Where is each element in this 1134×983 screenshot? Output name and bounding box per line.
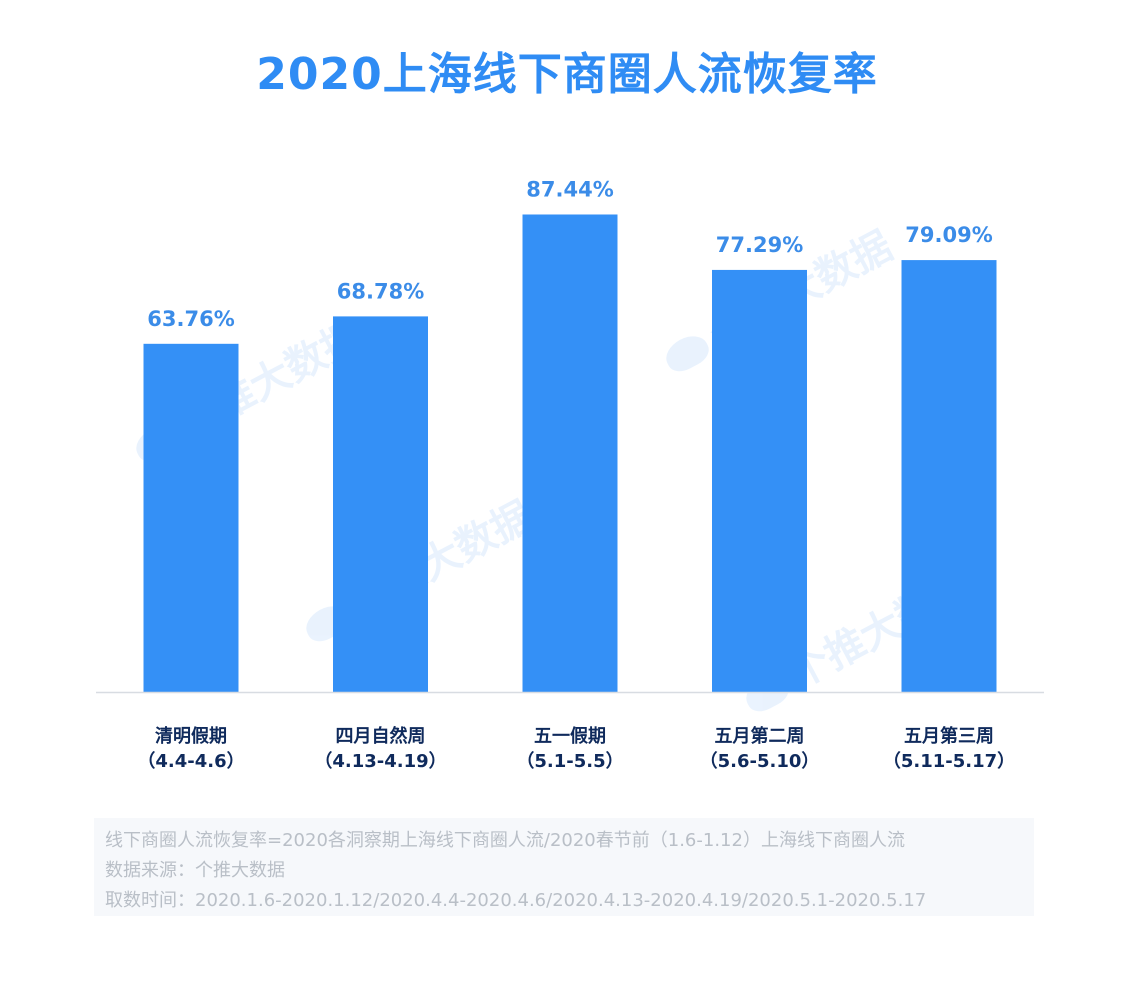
footnote-period: 取数时间：2020.1.6-2020.1.12/2020.4.4-2020.4.… — [105, 890, 927, 911]
bar-value-label: 63.76% — [147, 307, 234, 331]
category-label: 四月自然周 — [336, 725, 426, 747]
category-range-label: （5.1-5.5） — [516, 751, 623, 772]
bar — [712, 269, 807, 692]
footnote-box: 线下商圈人流恢复率=2020各洞察期上海线下商圈人流/2020春节前（1.6-1… — [94, 818, 1034, 916]
bar-value-label: 68.78% — [337, 279, 424, 303]
chart-title: 2020上海线下商圈人流恢复率 — [256, 49, 878, 100]
bar — [143, 343, 239, 692]
bar — [333, 316, 428, 692]
bar-value-label: 77.29% — [716, 233, 803, 257]
bar — [901, 260, 997, 692]
category-label: 五月第二周 — [715, 725, 805, 747]
category-label: 清明假期 — [155, 725, 227, 747]
bar-value-label: 79.09% — [905, 223, 992, 247]
footnote-source: 数据来源：个推大数据 — [105, 860, 285, 881]
category-label: 五一假期 — [534, 725, 606, 747]
category-range-label: （5.6-5.10） — [700, 751, 820, 772]
category-range-label: （5.11-5.17） — [883, 751, 1015, 772]
footnote-definition: 线下商圈人流恢复率=2020各洞察期上海线下商圈人流/2020春节前（1.6-1… — [105, 830, 905, 851]
category-range-label: （4.4-4.6） — [137, 751, 244, 772]
bar-value-label: 87.44% — [526, 177, 613, 201]
category-range-label: （4.13-4.19） — [314, 751, 446, 772]
category-label: 五月第三周 — [904, 725, 994, 747]
bar — [522, 214, 618, 692]
